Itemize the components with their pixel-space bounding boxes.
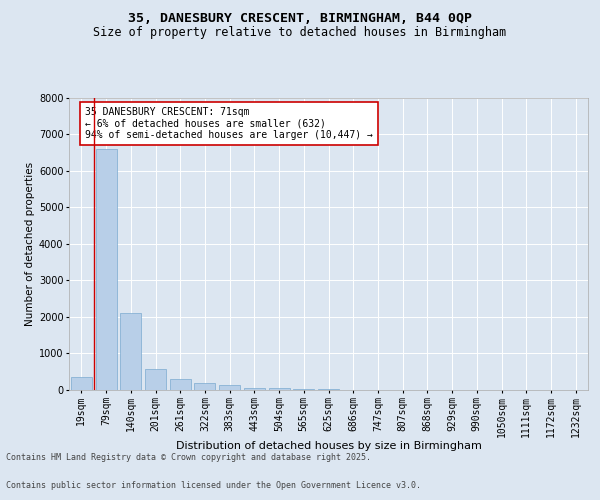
Bar [120,313,141,390]
Text: 35 DANESBURY CRESCENT: 71sqm
← 6% of detached houses are smaller (632)
94% of se: 35 DANESBURY CRESCENT: 71sqm ← 6% of det… [85,106,373,140]
Text: Size of property relative to detached houses in Birmingham: Size of property relative to detached ho… [94,26,506,39]
Bar [194,382,215,390]
Bar [244,388,265,390]
X-axis label: Distribution of detached houses by size in Birmingham: Distribution of detached houses by size … [176,441,481,451]
Bar [145,369,166,390]
Bar [293,389,314,390]
Bar [71,377,92,390]
Bar [170,378,191,390]
Bar [269,388,290,390]
Text: Contains HM Land Registry data © Crown copyright and database right 2025.: Contains HM Land Registry data © Crown c… [6,454,371,462]
Y-axis label: Number of detached properties: Number of detached properties [25,162,35,326]
Bar [95,148,116,390]
Text: 35, DANESBURY CRESCENT, BIRMINGHAM, B44 0QP: 35, DANESBURY CRESCENT, BIRMINGHAM, B44 … [128,12,472,26]
Bar [219,385,240,390]
Text: Contains public sector information licensed under the Open Government Licence v3: Contains public sector information licen… [6,481,421,490]
